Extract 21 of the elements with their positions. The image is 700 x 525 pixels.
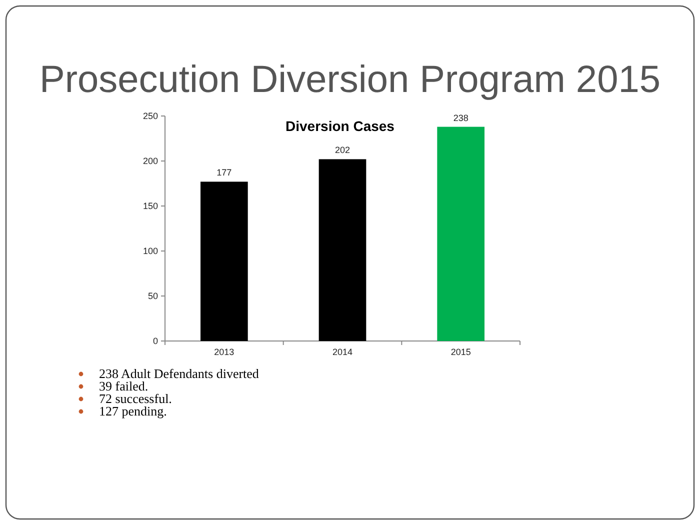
data-label: 177 bbox=[216, 168, 232, 178]
chart-subtitle: Diversion Cases bbox=[286, 118, 395, 134]
text: 127 pending. bbox=[99, 404, 167, 418]
x-tick-label: 2015 bbox=[450, 346, 471, 357]
text: 39 failed. bbox=[99, 378, 148, 394]
y-tick-label: 200 bbox=[142, 156, 158, 166]
chart-title: Prosecution Diversion Program 2015 bbox=[40, 59, 660, 101]
x-tick-label: 2013 bbox=[214, 346, 234, 357]
bar bbox=[200, 182, 248, 341]
y-tick-label: 100 bbox=[142, 246, 158, 256]
y-tick-label: 50 bbox=[148, 290, 158, 301]
bar bbox=[318, 159, 366, 341]
y-tick-label: 250 bbox=[142, 110, 158, 121]
text: 72 successful. bbox=[99, 391, 172, 406]
data-label: 238 bbox=[453, 112, 468, 123]
data-label: 202 bbox=[334, 145, 350, 156]
y-tick-label: 0 bbox=[152, 336, 158, 346]
bar bbox=[437, 126, 484, 341]
y-tick-label: 150 bbox=[142, 200, 158, 211]
text: 238 Adult Defendants diverted bbox=[99, 366, 260, 381]
x-tick-label: 2014 bbox=[332, 346, 353, 357]
